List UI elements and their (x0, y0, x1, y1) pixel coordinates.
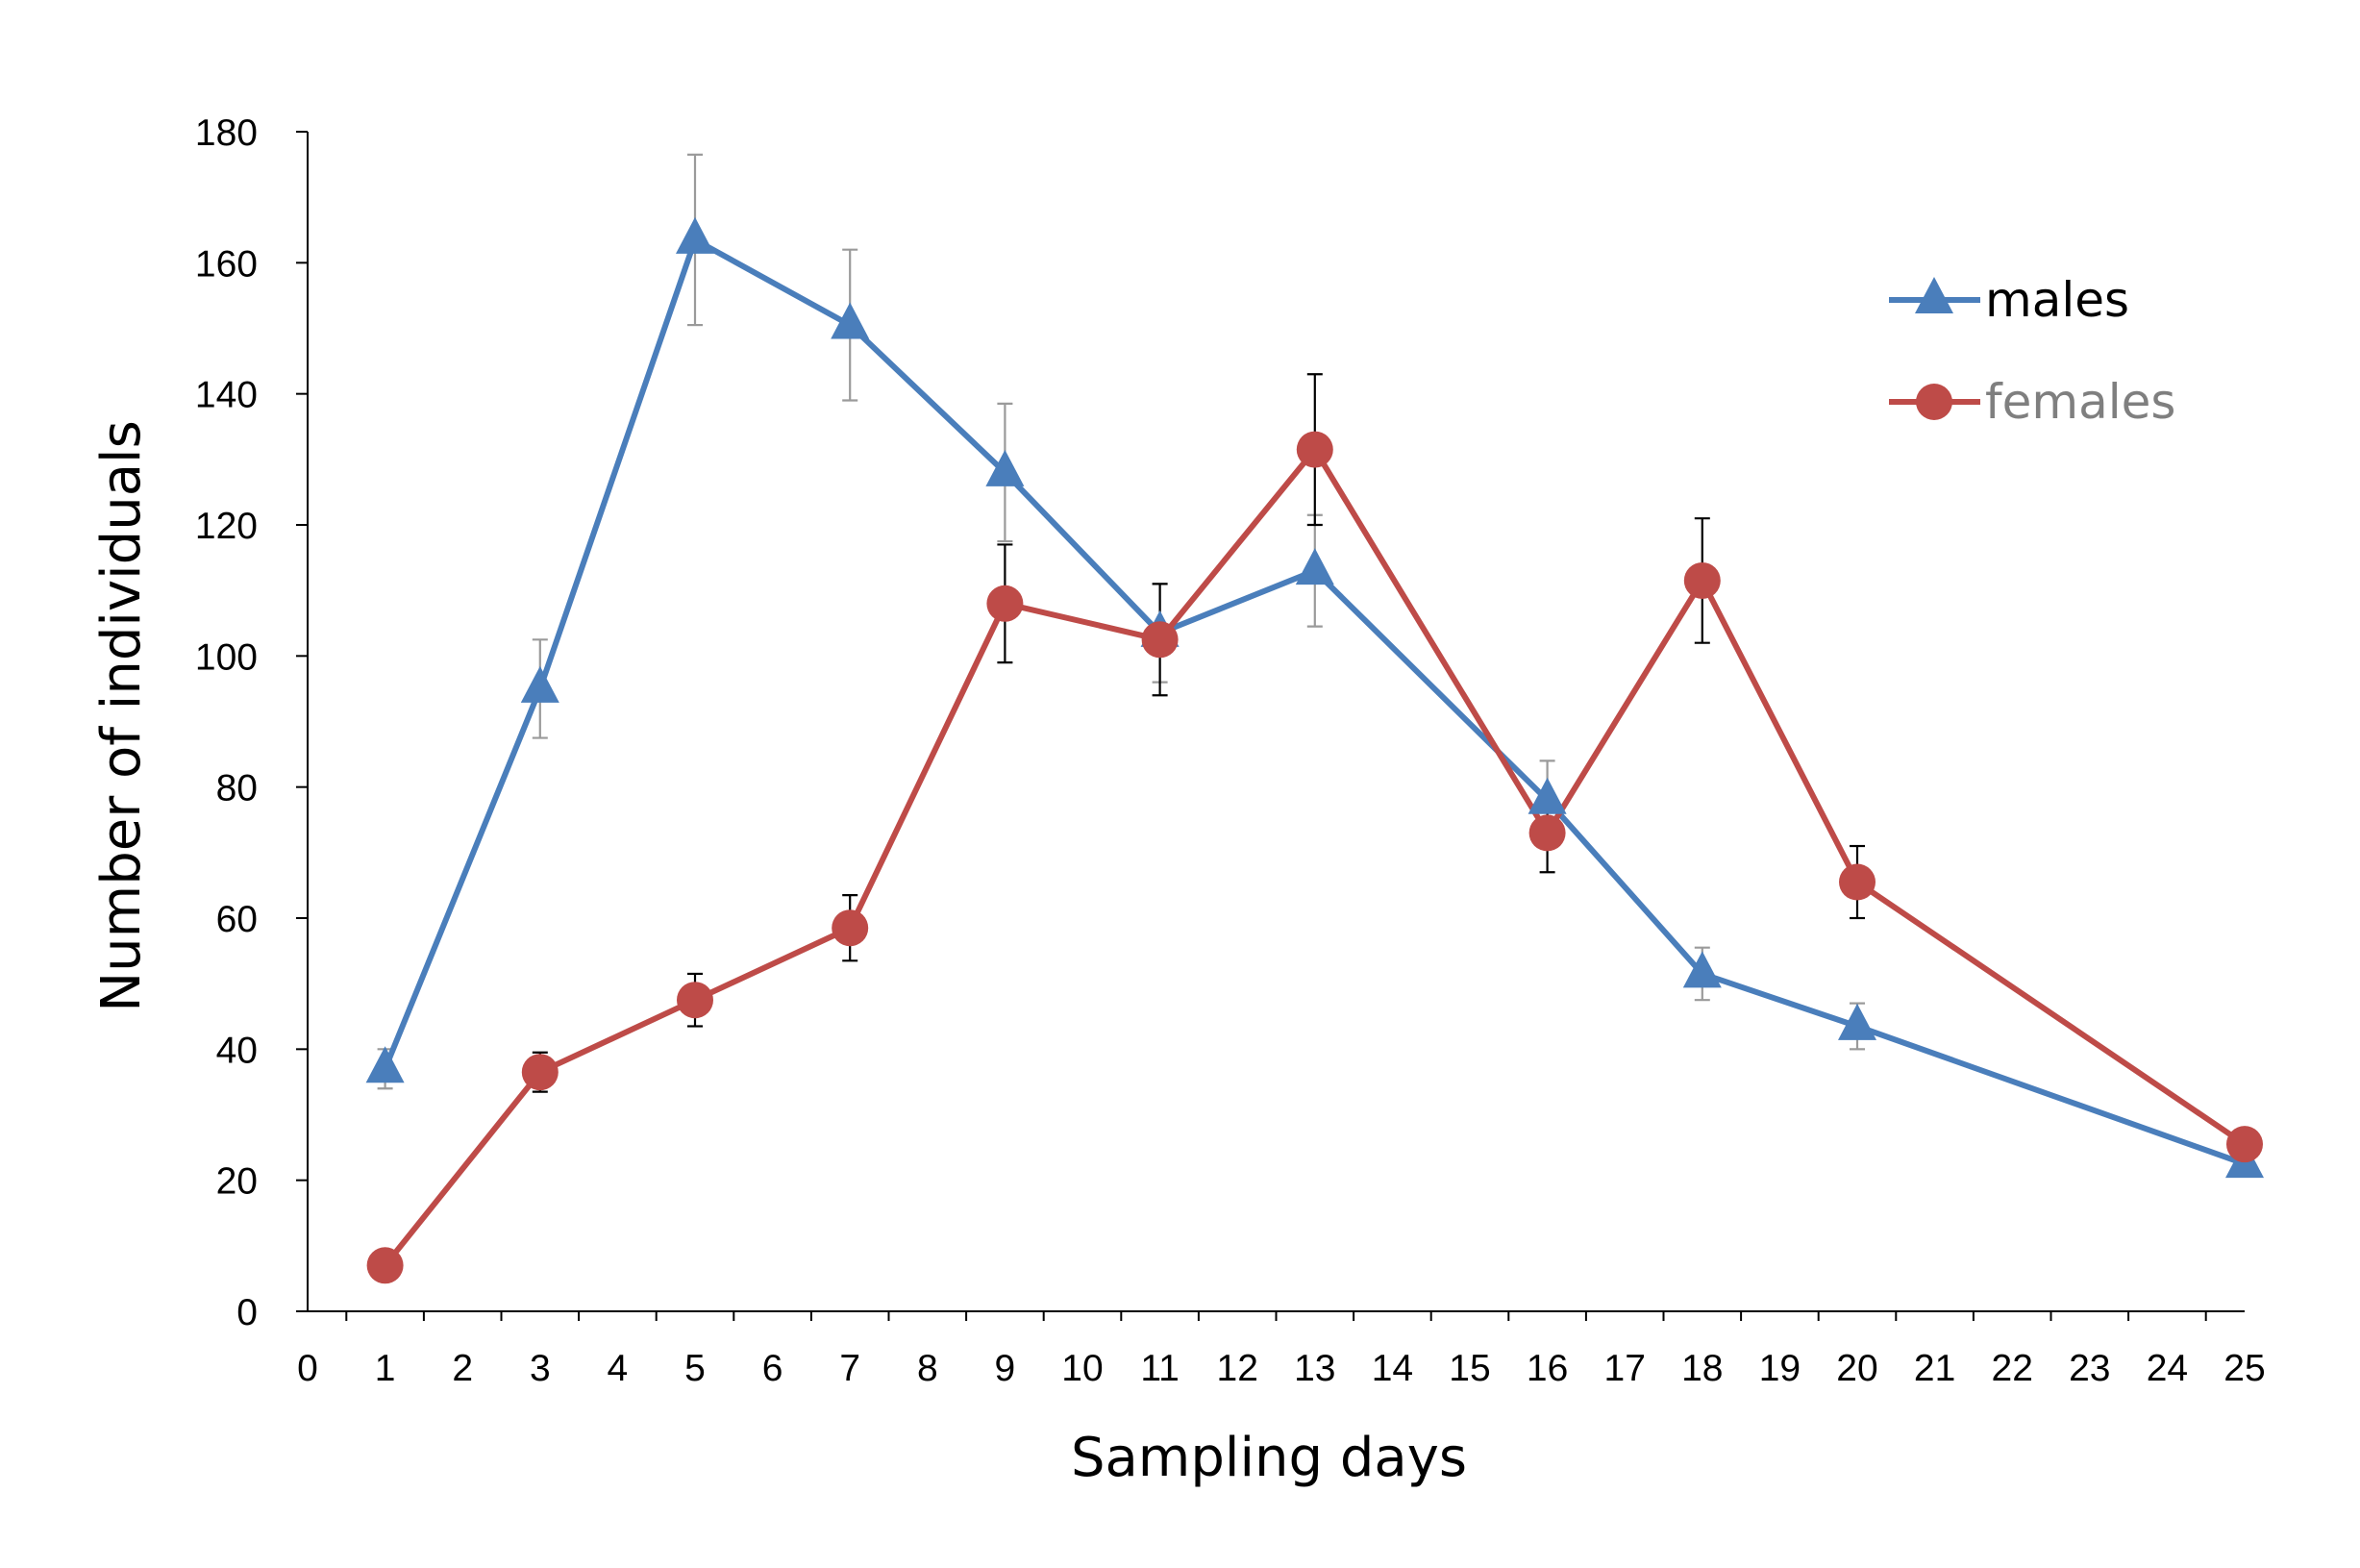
series-markers (365, 216, 2264, 1284)
y-tick-label: 180 (195, 112, 258, 154)
data-point-females (1528, 814, 1566, 852)
x-tick-label: 8 (917, 1348, 938, 1389)
data-point-females (832, 909, 869, 947)
x-tick-label: 14 (1372, 1348, 1413, 1389)
x-tick-label: 5 (684, 1348, 706, 1389)
data-point-females (1141, 621, 1179, 659)
y-tick-label: 60 (216, 899, 258, 940)
legend-label-females: females (1985, 374, 2175, 430)
x-tick-label: 15 (1449, 1348, 1490, 1389)
x-axis-title: Sampling days (1071, 1427, 1467, 1489)
x-tick-label: 25 (2223, 1348, 2265, 1389)
y-tick-label: 160 (195, 243, 258, 285)
legend-label-males: males (1985, 272, 2129, 328)
x-tick-label: 19 (1759, 1348, 1801, 1389)
y-tick-label: 20 (216, 1161, 258, 1203)
data-point-males (831, 302, 870, 339)
y-tick-label: 40 (216, 1030, 258, 1071)
data-point-males (676, 216, 714, 254)
legend-marker-males (1915, 277, 1953, 313)
data-point-females (2226, 1126, 2263, 1163)
data-point-females (677, 982, 713, 1019)
x-tick-label: 2 (452, 1348, 473, 1389)
data-point-males (365, 1046, 405, 1083)
x-tick-label: 11 (1140, 1348, 1180, 1389)
x-tick-label: 4 (608, 1348, 629, 1389)
x-tick-label: 17 (1604, 1348, 1646, 1389)
data-point-females (1296, 431, 1333, 468)
y-tick-label: 80 (216, 768, 258, 809)
x-tick-label: 7 (839, 1348, 860, 1389)
y-tick-label: 100 (195, 636, 258, 678)
x-tick-label: 3 (530, 1348, 551, 1389)
data-point-females (521, 1054, 559, 1091)
x-tick-label: 21 (1914, 1348, 1955, 1389)
y-tick-label: 120 (195, 506, 258, 547)
x-tick-label: 16 (1527, 1348, 1568, 1389)
x-tick-label: 24 (2147, 1348, 2188, 1389)
x-tick-label: 12 (1217, 1348, 1258, 1389)
x-tick-label: 0 (297, 1348, 318, 1389)
x-tick-label: 20 (1836, 1348, 1877, 1389)
x-tick-label: 6 (762, 1348, 783, 1389)
error-bars (377, 153, 2252, 1270)
data-point-males (985, 449, 1025, 486)
data-point-males (520, 665, 559, 703)
x-tick-label: 1 (375, 1348, 396, 1389)
data-point-males (1682, 951, 1722, 988)
data-point-males (1528, 777, 1567, 814)
y-tick-label: 0 (236, 1292, 258, 1333)
x-tick-label: 10 (1061, 1348, 1103, 1389)
x-tick-label: 9 (995, 1348, 1016, 1389)
x-tick-label: 13 (1294, 1348, 1335, 1389)
data-point-females (1839, 863, 1876, 901)
y-axis-title: Number of individuals (90, 420, 153, 1011)
legend: males females (1889, 272, 2175, 430)
data-point-females (1683, 561, 1721, 599)
legend-marker-females (1916, 384, 1952, 420)
x-tick-label: 22 (1992, 1348, 2033, 1389)
data-point-males (1838, 1003, 1876, 1040)
y-tick-label: 140 (195, 375, 258, 416)
data-point-females (986, 585, 1024, 622)
x-tick-label: 23 (2069, 1348, 2110, 1389)
data-point-females (366, 1247, 404, 1284)
axes (296, 131, 2245, 1321)
x-tick-label: 18 (1681, 1348, 1723, 1389)
data-point-males (1295, 548, 1334, 585)
